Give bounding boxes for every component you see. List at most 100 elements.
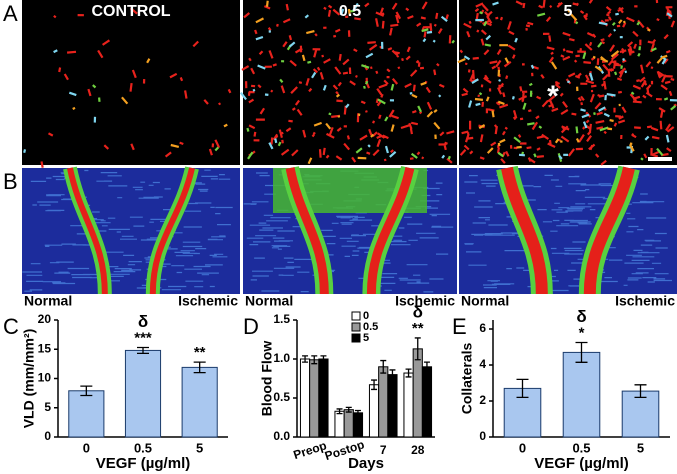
bar: [421, 366, 433, 438]
error-bar: [336, 408, 343, 415]
texture: [255, 0, 441, 165]
y-tick-label: 0: [479, 429, 486, 443]
bar: [309, 359, 320, 438]
vessel: [149, 167, 195, 295]
y-axis-label: Blood Flow: [259, 341, 275, 417]
laser-label: Ischemic: [395, 293, 455, 309]
texture: [23, 49, 97, 154]
legend-swatch: [351, 322, 361, 332]
legend-swatch: [351, 311, 361, 321]
bar: [299, 358, 311, 438]
error-bar: [516, 378, 529, 399]
bar: [368, 384, 380, 438]
error-bar: [414, 337, 421, 361]
significance: *: [579, 324, 585, 341]
column-title: CONTROL: [91, 3, 170, 20]
laser-label: Normal: [461, 293, 509, 309]
marker: *: [547, 80, 559, 113]
x-tick-label: 5: [196, 440, 203, 455]
error-bar: [389, 369, 396, 380]
x-tick-label: 5: [637, 440, 644, 455]
image-panels: CONTROL Normal Ischemic 0.5 Normal Ischemic 5 N…: [22, 0, 677, 309]
delta: δ: [138, 312, 148, 331]
vessel: [583, 166, 635, 295]
perfusion-image: [459, 168, 677, 294]
vessel: [285, 167, 329, 295]
scale-bar: [648, 157, 672, 161]
texture: [246, 9, 455, 160]
bar: [621, 390, 660, 438]
x-tick-label: 0.5: [134, 440, 152, 455]
panel-label: A: [3, 1, 18, 26]
texture: [239, 2, 448, 159]
y-axis-label: VLD (mm/mm²): [21, 329, 37, 429]
bar: [318, 358, 329, 438]
laser-label: Ischemic: [615, 293, 675, 309]
laser-label: Ischemic: [178, 293, 238, 309]
x-tick-label: 28: [411, 443, 425, 457]
texture: [459, 0, 677, 166]
y-tick-label: 20: [38, 312, 52, 326]
bar: [352, 412, 364, 438]
error-bar: [311, 355, 318, 365]
y-tick-label: 1.0: [273, 351, 290, 365]
significance: **: [412, 320, 424, 337]
legend-swatch: [351, 333, 361, 343]
bar: [334, 410, 345, 438]
y-tick-label: 0: [44, 429, 51, 443]
bar: [181, 366, 218, 438]
vessel: [366, 167, 415, 295]
error-bar: [354, 409, 361, 416]
delta: δ: [576, 307, 586, 326]
error-bar: [193, 361, 206, 374]
vessel: [501, 166, 548, 295]
column-title: 5: [564, 3, 573, 20]
panel-label: C: [3, 314, 19, 339]
error-bar: [371, 379, 378, 391]
x-tick-label: 0: [83, 440, 90, 455]
bar: [124, 349, 162, 438]
error-bar: [405, 368, 412, 378]
delta: δ: [413, 302, 423, 321]
micrograph: [22, 0, 240, 165]
error-bar: [345, 406, 352, 413]
laser-label: Normal: [24, 293, 72, 309]
x-axis-label: Days: [348, 455, 384, 472]
legend-label: 0.5: [363, 321, 378, 333]
vessel: [67, 167, 108, 295]
panel-label: B: [3, 169, 18, 194]
error-bar: [423, 361, 430, 373]
panel-label: D: [243, 314, 259, 339]
error-bar: [575, 341, 588, 363]
y-axis-label: Collaterals: [459, 342, 475, 414]
error-bar: [634, 384, 647, 399]
laser-label: Normal: [245, 293, 293, 309]
error-bar: [137, 346, 149, 354]
x-axis-label: VEGF (µg/ml): [96, 455, 190, 472]
y-tick-label: 2: [479, 393, 486, 407]
texture: [457, 8, 668, 154]
error-bar: [320, 355, 327, 363]
texture: [92, 84, 220, 152]
bar: [387, 374, 398, 438]
legend-label: 5: [363, 332, 369, 344]
bar: [68, 390, 105, 438]
error-bar: [80, 385, 93, 397]
texture: [72, 58, 228, 148]
bar: [343, 409, 354, 438]
y-tick-label: 6: [479, 321, 486, 335]
y-tick-label: 1.5: [273, 312, 290, 326]
x-tick-label: 0: [519, 440, 526, 455]
panel-label: E: [452, 314, 467, 339]
x-axis-label: VEGF (µg/ml): [534, 455, 628, 472]
bar: [562, 351, 601, 438]
y-tick-label: 5: [44, 400, 51, 414]
significance: **: [194, 344, 206, 361]
significance: ***: [134, 329, 152, 346]
column-title: 0.5: [339, 3, 361, 20]
y-tick-label: 0.0: [273, 429, 290, 443]
texture: [40, 7, 232, 168]
y-tick-label: 15: [38, 341, 52, 355]
y-tick-label: 0.5: [273, 390, 290, 404]
